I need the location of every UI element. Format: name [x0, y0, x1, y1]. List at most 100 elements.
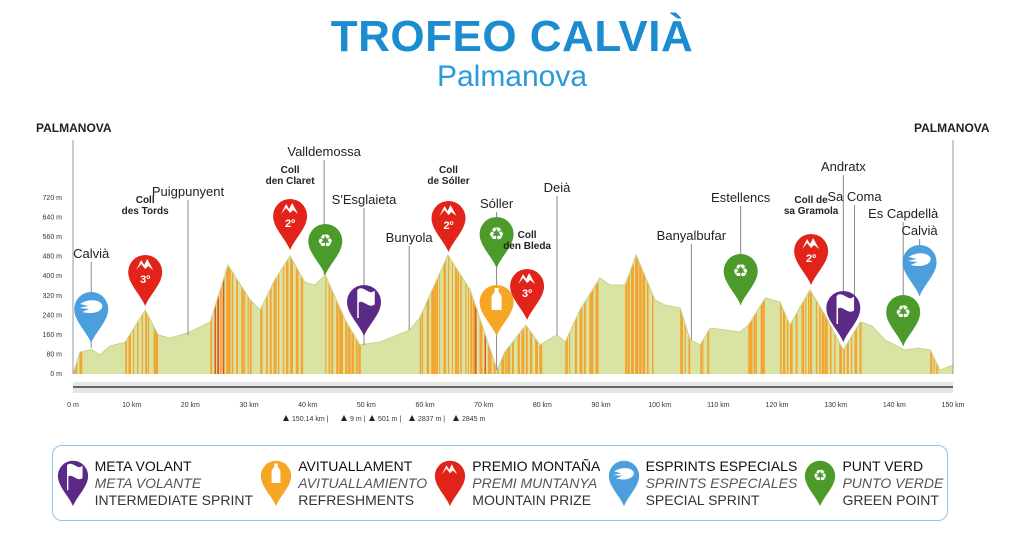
gradient-stripe — [707, 255, 710, 374]
pin-shape — [128, 255, 163, 306]
gradient-stripe — [850, 255, 853, 374]
gradient-stripe — [236, 255, 239, 374]
legend-item: PREMIO MONTAÑA PREMI MUNTANYA MOUNTAIN PRI… — [434, 455, 600, 511]
gradient-stripe — [341, 255, 344, 374]
pin-shape — [435, 460, 466, 507]
gradient-stripe — [474, 255, 477, 374]
gradient-stripe — [266, 255, 268, 374]
stat-value: 150.14 km | — [292, 416, 329, 423]
pin-shape — [902, 245, 937, 296]
gradient-stripe — [227, 255, 231, 374]
place-label: Puigpunyent — [152, 184, 225, 199]
gradient-stripe — [241, 255, 244, 374]
category-label: 2º — [285, 218, 295, 230]
pin-shape — [273, 199, 308, 250]
premio-montana-pin: 2º — [273, 199, 308, 250]
recycle-icon: ♻ — [813, 466, 827, 485]
gradient-stripe — [222, 255, 225, 374]
esprints-pin — [902, 245, 937, 296]
place-label: Estellencs — [711, 190, 771, 205]
legend-label: PUNT VERD — [842, 457, 924, 474]
gradient-stripe — [217, 255, 220, 374]
profile-outline — [72, 253, 954, 375]
x-tick-label: 60 km — [415, 402, 434, 409]
pin-shape — [886, 295, 921, 346]
climb-label: Coll — [518, 230, 537, 241]
y-tick-label: 80 m — [46, 351, 62, 358]
x-tick-label: 30 km — [239, 402, 258, 409]
climb-label: Coll — [281, 165, 300, 176]
legend-label: PREMIO MONTAÑA — [472, 457, 601, 474]
place-label: Deià — [544, 180, 572, 195]
gradient-stripe — [465, 255, 467, 374]
gradient-stripe — [300, 255, 304, 374]
legend-item: META VOLANT META VOLANTE INTERMEDIATE SPRI… — [57, 455, 253, 511]
x-tick-label: 0 m — [67, 402, 79, 409]
pin-shape — [479, 217, 514, 268]
climb-stat-icon — [341, 415, 347, 421]
stat-value: 501 m | — [378, 416, 401, 423]
legend-pin — [57, 460, 88, 507]
gradient-stripe — [419, 255, 422, 374]
category-label: 3º — [522, 288, 532, 300]
page-subtitle: Palmanova — [436, 60, 588, 93]
gradient-stripe — [680, 255, 683, 374]
legend-pin — [608, 460, 639, 507]
gradient-stripe — [589, 255, 592, 374]
green-point-pin-icon: ♻ — [805, 460, 836, 507]
gradient-stripe — [231, 255, 234, 374]
gradient-stripe — [819, 255, 821, 374]
gradient-stripe — [579, 255, 583, 374]
stat-value: 2837 m | — [418, 416, 445, 423]
gradient-stripe — [468, 255, 470, 374]
gradient-stripe — [345, 255, 348, 374]
gradient-stripe — [859, 255, 862, 374]
premio-montana-pin: 3º — [128, 255, 163, 306]
gradient-stripe — [815, 255, 818, 374]
punt-verd-pin: ♻ — [308, 224, 343, 275]
gradient-stripe — [277, 255, 280, 374]
gradient-stripe — [583, 255, 586, 374]
place-label: Andratx — [821, 159, 866, 174]
page-title: TROFEO CALVIÀ — [330, 12, 694, 61]
pin-shape — [479, 285, 514, 336]
meta-volant-pin — [826, 291, 861, 342]
gradient-stripe — [455, 255, 457, 374]
legend-label: META VOLANT — [94, 457, 192, 474]
x-tick-label: 50 km — [357, 402, 376, 409]
recycle-icon: ♻ — [489, 224, 505, 245]
y-tick-label: 320 m — [43, 293, 63, 300]
pin-shape — [723, 254, 758, 305]
gradient-stripe — [625, 255, 628, 374]
climb-label: Coll — [136, 195, 155, 206]
punt-verd-pin: ♻ — [479, 217, 514, 268]
special-sprint-pin-icon — [608, 460, 639, 507]
legend-pin: ♻ — [805, 460, 836, 507]
gradient-stripe — [447, 255, 450, 374]
x-tick-label: 70 km — [474, 402, 493, 409]
gradient-stripe — [470, 255, 473, 374]
legend-label: ESPRINTS ESPECIALS — [645, 457, 798, 474]
x-tick-label: 130 km — [824, 402, 847, 409]
pin-shape — [431, 201, 466, 252]
gradient-stripe — [631, 255, 634, 374]
gradient-stripe — [460, 255, 462, 374]
gradient-stripe — [795, 255, 798, 374]
gradient-stripe — [642, 255, 646, 374]
gradient-stripe — [421, 255, 424, 374]
gradient-stripe — [249, 255, 252, 374]
gradient-stripe — [325, 255, 327, 374]
gradient-stripe — [472, 255, 475, 374]
gradient-stripe — [439, 255, 441, 374]
climb-stat-icon — [409, 415, 415, 421]
gradient-stripe — [760, 255, 764, 374]
category-label: 2º — [443, 220, 453, 232]
gradient-stripe — [805, 255, 807, 374]
climb-label: de Sóller — [427, 176, 469, 187]
sprint-icon — [79, 300, 103, 314]
mountain-icon — [439, 205, 457, 216]
legend-label-es: META VOLANTE — [94, 474, 202, 491]
gradient-stripe — [210, 255, 213, 374]
category-label: 2º — [806, 253, 816, 265]
climb-label: den Claret — [266, 176, 316, 187]
